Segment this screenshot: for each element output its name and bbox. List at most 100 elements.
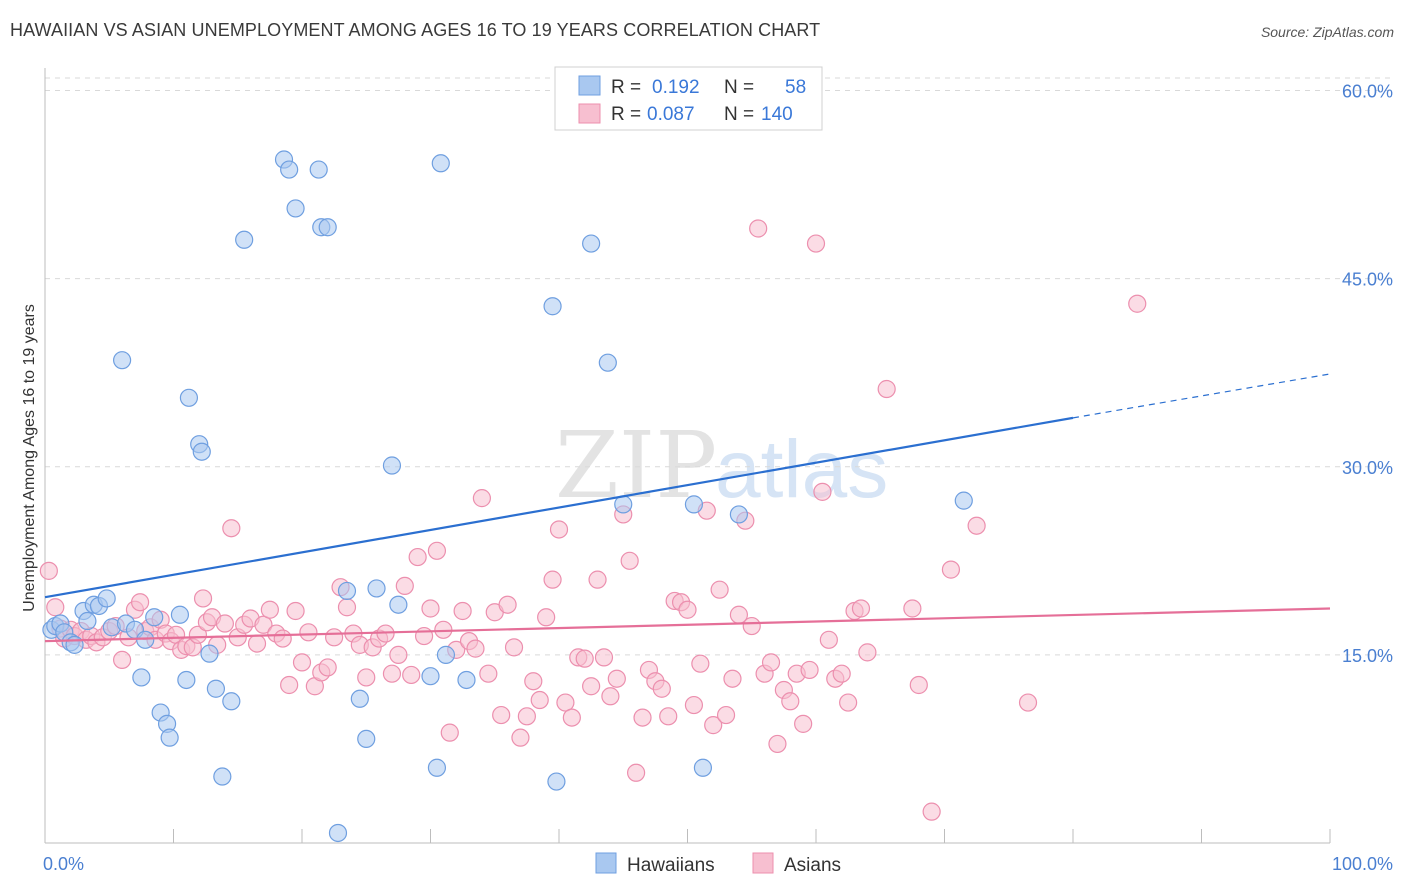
hawaiian-point bbox=[145, 608, 164, 627]
asian-point bbox=[517, 707, 536, 726]
asian-point bbox=[851, 599, 871, 618]
hawaiian-point bbox=[954, 491, 973, 510]
asian-point bbox=[813, 482, 832, 501]
asian-point bbox=[761, 653, 781, 672]
hawaiian-point bbox=[179, 388, 199, 407]
hawaiian-point bbox=[582, 234, 601, 253]
asian-point bbox=[556, 693, 575, 712]
asian-point bbox=[254, 615, 273, 634]
asian-point bbox=[543, 570, 562, 589]
asian-point bbox=[633, 708, 652, 727]
hawaiian-point bbox=[177, 670, 196, 690]
hawaiian-point bbox=[350, 689, 369, 708]
asian-point bbox=[800, 660, 819, 680]
asian-point bbox=[39, 561, 58, 580]
asian-point bbox=[292, 653, 312, 672]
hawaiian-point bbox=[136, 630, 155, 649]
asian-point bbox=[652, 679, 671, 698]
hawaiians-r-value: 0.192 bbox=[652, 77, 700, 98]
asian-point bbox=[601, 687, 620, 706]
hawaiian-point bbox=[389, 595, 408, 614]
asian-point bbox=[215, 614, 234, 633]
asian-point bbox=[286, 601, 305, 621]
y-tick-label: 30.0% bbox=[1342, 458, 1393, 478]
hawaiian-point bbox=[427, 758, 447, 777]
asian-point bbox=[806, 234, 826, 253]
asian-point bbox=[524, 672, 543, 691]
hawaiians-points bbox=[42, 150, 973, 843]
hawaiian-point bbox=[543, 297, 562, 316]
y-tick-label: 60.0% bbox=[1342, 82, 1393, 102]
asian-point bbox=[749, 219, 768, 238]
asian-point bbox=[318, 658, 337, 677]
axes bbox=[44, 68, 1331, 844]
asian-point bbox=[562, 708, 581, 727]
x-tick-labels: 0.0% 100.0% bbox=[43, 854, 1393, 874]
hawaiian-point bbox=[78, 611, 97, 631]
hawaiian-point bbox=[192, 442, 211, 461]
hawaiian-point bbox=[280, 160, 299, 179]
asian-point bbox=[537, 608, 556, 627]
asian-point bbox=[280, 675, 299, 695]
source-credit: Source: ZipAtlas.com bbox=[1260, 24, 1394, 40]
hawaiian-point bbox=[436, 645, 456, 664]
asian-point bbox=[222, 519, 241, 538]
y-tick-label: 45.0% bbox=[1342, 270, 1393, 290]
hawaiian-point bbox=[328, 823, 348, 843]
asian-point bbox=[414, 626, 434, 646]
hawaiian-point bbox=[97, 589, 116, 608]
asian-point bbox=[530, 690, 549, 710]
x-tick-label-max: 100.0% bbox=[1332, 854, 1393, 874]
asian-point bbox=[607, 669, 626, 688]
hawaiian-point bbox=[213, 767, 232, 786]
asian-point bbox=[498, 595, 517, 614]
asians-n-value: 140 bbox=[761, 104, 793, 125]
trend-lines bbox=[44, 373, 1331, 643]
hawaiian-point bbox=[170, 605, 190, 624]
asian-point bbox=[742, 616, 761, 636]
hawaiian-point bbox=[309, 160, 328, 179]
hawaiians-legend-swatch bbox=[578, 75, 601, 96]
hawaiian-point bbox=[286, 199, 305, 218]
asian-point bbox=[768, 734, 787, 754]
asians-bottom-label: Asians bbox=[784, 855, 841, 876]
asians-r-value: 0.087 bbox=[647, 104, 695, 125]
hawaiian-point bbox=[206, 679, 226, 698]
hawaiian-point bbox=[357, 729, 376, 749]
hawaiians-trend-extension bbox=[1072, 373, 1331, 419]
asians-legend-swatch bbox=[578, 103, 601, 124]
asian-point bbox=[466, 639, 485, 658]
hawaiian-point bbox=[457, 670, 476, 690]
asian-point bbox=[659, 707, 678, 726]
asian-point bbox=[909, 675, 928, 695]
asian-point bbox=[1018, 693, 1038, 712]
asian-point bbox=[588, 570, 607, 589]
asian-point bbox=[832, 664, 851, 683]
hawaiian-point bbox=[367, 579, 386, 598]
hawaiian-point bbox=[382, 456, 402, 475]
hawaiian-point bbox=[598, 353, 617, 372]
hawaiian-point bbox=[684, 495, 704, 514]
y-tick-labels: 15.0% 30.0% 45.0% 60.0% bbox=[1342, 82, 1393, 666]
asian-point bbox=[188, 625, 208, 644]
asian-point bbox=[408, 547, 427, 567]
asian-point bbox=[389, 645, 408, 664]
asian-point bbox=[453, 601, 472, 621]
asians-n-label: N = bbox=[724, 104, 754, 125]
asian-point bbox=[421, 599, 440, 618]
hawaiians-bottom-swatch bbox=[595, 852, 617, 874]
asian-point bbox=[273, 629, 292, 648]
asian-point bbox=[193, 589, 213, 608]
hawaiian-point bbox=[65, 635, 84, 654]
asian-point bbox=[130, 593, 150, 612]
hawaiians-trend-line bbox=[44, 416, 1074, 599]
asian-point bbox=[723, 669, 742, 688]
hawaiian-point bbox=[729, 505, 749, 524]
asian-point bbox=[903, 599, 922, 618]
watermark-atlas: atlas bbox=[715, 424, 888, 515]
asian-point bbox=[626, 763, 646, 782]
asian-point bbox=[479, 664, 498, 683]
asians-trend-line bbox=[44, 607, 1331, 643]
asian-point bbox=[839, 693, 858, 712]
asian-point bbox=[382, 664, 402, 683]
